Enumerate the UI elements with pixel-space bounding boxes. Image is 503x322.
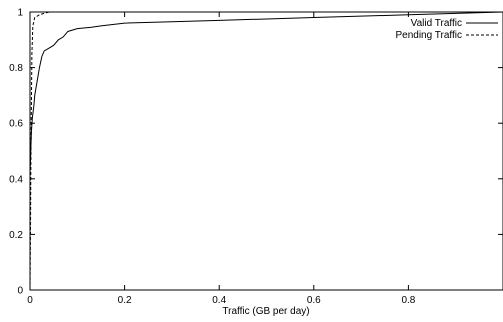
- y-tick-label: 0.2: [9, 230, 23, 241]
- legend-label-valid-traffic: Valid Traffic: [411, 18, 462, 29]
- y-tick-label: 0.6: [9, 119, 23, 130]
- legend: Valid Traffic Pending Traffic: [395, 18, 498, 41]
- x-tick-label: 0.8: [401, 295, 415, 306]
- y-tick-label: 1: [17, 8, 23, 19]
- y-tick-label: 0.8: [9, 63, 23, 74]
- plot-frame: [29, 11, 503, 291]
- y-tick-label: 0.4: [9, 174, 23, 185]
- legend-label-pending-traffic: Pending Traffic: [395, 30, 462, 41]
- x-tick-label: 0.4: [212, 295, 226, 306]
- x-tick-label: 0: [27, 295, 33, 306]
- series-lines: [29, 11, 503, 291]
- x-axis-label: Traffic (GB per day): [222, 306, 309, 317]
- x-tick-label: 0.2: [118, 295, 132, 306]
- axis-ticks: 0 0.2 0.4 0.6 0.8 0 0.2 0.4 0.6 0.8 1: [9, 8, 503, 306]
- series-line-valid-traffic: [29, 11, 503, 174]
- series-line-pending-traffic: [29, 11, 54, 291]
- y-tick-label: 0: [17, 286, 23, 297]
- x-tick-label: 0.6: [307, 295, 321, 306]
